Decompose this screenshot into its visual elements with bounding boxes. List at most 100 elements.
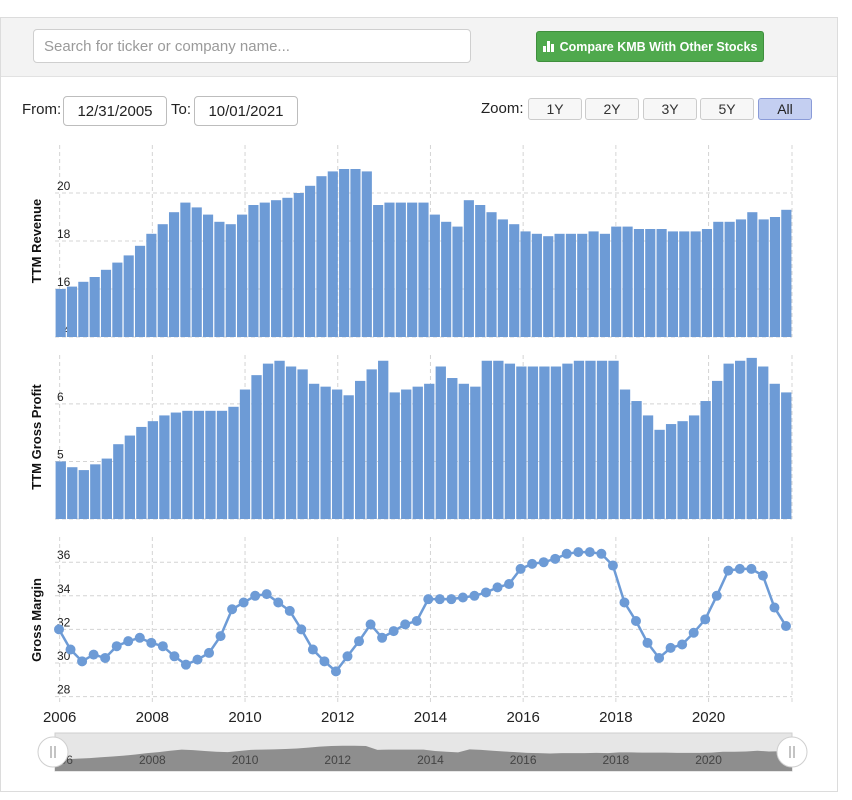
bar[interactable] xyxy=(622,226,633,337)
bar[interactable] xyxy=(700,401,711,519)
bar[interactable] xyxy=(401,389,412,519)
bar[interactable] xyxy=(331,389,343,519)
bar[interactable] xyxy=(78,470,89,519)
bar[interactable] xyxy=(458,383,469,519)
data-point[interactable] xyxy=(515,563,526,574)
bar[interactable] xyxy=(585,360,596,519)
bar[interactable] xyxy=(308,383,320,519)
zoom-all-button[interactable]: All xyxy=(758,98,812,120)
bar[interactable] xyxy=(562,363,573,519)
bar[interactable] xyxy=(89,277,100,337)
bar[interactable] xyxy=(611,226,622,337)
bar[interactable] xyxy=(248,205,259,337)
data-point[interactable] xyxy=(457,592,468,603)
bar[interactable] xyxy=(781,392,792,519)
bar[interactable] xyxy=(645,229,656,337)
bar[interactable] xyxy=(124,435,136,519)
bar[interactable] xyxy=(350,169,361,337)
data-point[interactable] xyxy=(527,558,538,569)
bar[interactable] xyxy=(573,360,585,519)
data-point[interactable] xyxy=(388,626,399,637)
bar[interactable] xyxy=(656,229,667,337)
data-point[interactable] xyxy=(261,589,272,600)
data-point[interactable] xyxy=(227,604,238,615)
bar[interactable] xyxy=(237,214,248,337)
bar[interactable] xyxy=(407,202,418,337)
data-point[interactable] xyxy=(723,565,734,576)
bar[interactable] xyxy=(239,389,251,519)
bar[interactable] xyxy=(758,219,769,337)
data-point[interactable] xyxy=(204,647,215,658)
bar[interactable] xyxy=(713,221,724,337)
data-point[interactable] xyxy=(307,644,318,655)
bar[interactable] xyxy=(608,360,619,519)
bar[interactable] xyxy=(596,360,608,519)
data-point[interactable] xyxy=(296,624,307,635)
bar[interactable] xyxy=(134,245,146,337)
data-point[interactable] xyxy=(342,651,353,662)
data-point[interactable] xyxy=(434,594,445,605)
data-point[interactable] xyxy=(169,651,180,662)
bar[interactable] xyxy=(520,231,531,337)
bar[interactable] xyxy=(297,369,308,519)
bar[interactable] xyxy=(677,421,688,519)
data-point[interactable] xyxy=(469,590,480,601)
data-point[interactable] xyxy=(561,548,572,559)
bar[interactable] xyxy=(168,212,180,337)
bar[interactable] xyxy=(447,378,458,519)
bar[interactable] xyxy=(259,202,270,337)
bar[interactable] xyxy=(509,224,520,337)
data-point[interactable] xyxy=(584,547,595,558)
bar[interactable] xyxy=(486,212,497,337)
bar[interactable] xyxy=(182,410,193,519)
data-point[interactable] xyxy=(677,639,688,650)
bar[interactable] xyxy=(452,226,463,337)
bar[interactable] xyxy=(679,231,690,337)
data-point[interactable] xyxy=(619,597,630,608)
data-point[interactable] xyxy=(88,649,99,660)
data-point[interactable] xyxy=(400,619,411,630)
bar[interactable] xyxy=(429,214,440,337)
data-point[interactable] xyxy=(146,637,157,648)
bar[interactable] xyxy=(316,176,327,337)
bar[interactable] xyxy=(136,426,147,519)
data-point[interactable] xyxy=(734,563,745,574)
bar[interactable] xyxy=(470,386,481,519)
bar[interactable] xyxy=(701,229,713,337)
bar[interactable] xyxy=(642,415,654,519)
data-point[interactable] xyxy=(607,560,618,571)
data-point[interactable] xyxy=(192,654,203,665)
navigator-left-handle[interactable] xyxy=(37,736,69,768)
data-point[interactable] xyxy=(642,637,653,648)
bar[interactable] xyxy=(293,193,304,337)
bar[interactable] xyxy=(384,202,395,337)
data-point[interactable] xyxy=(215,631,226,642)
data-point[interactable] xyxy=(411,616,422,626)
bar[interactable] xyxy=(305,185,316,337)
from-date-input[interactable]: 12/31/2005 xyxy=(63,96,167,126)
bar[interactable] xyxy=(769,217,781,337)
bar[interactable] xyxy=(746,357,757,519)
bar[interactable] xyxy=(463,200,474,337)
data-point[interactable] xyxy=(538,557,549,568)
bar[interactable] xyxy=(55,461,66,519)
zoom-5y-button[interactable]: 5Y xyxy=(700,98,754,120)
zoom-1y-button[interactable]: 1Y xyxy=(528,98,582,120)
navigator-right-handle[interactable] xyxy=(776,736,808,768)
data-point[interactable] xyxy=(446,594,457,605)
bar[interactable] xyxy=(599,233,610,337)
bar[interactable] xyxy=(424,383,435,519)
bar[interactable] xyxy=(747,212,758,337)
bar[interactable] xyxy=(228,406,239,519)
data-point[interactable] xyxy=(365,619,376,630)
data-point[interactable] xyxy=(123,636,134,647)
data-point[interactable] xyxy=(757,570,768,581)
data-point[interactable] xyxy=(77,656,88,667)
data-point[interactable] xyxy=(596,548,607,559)
data-point[interactable] xyxy=(573,547,584,558)
data-point[interactable] xyxy=(111,641,122,652)
bar[interactable] xyxy=(112,262,123,337)
bar[interactable] xyxy=(412,386,423,519)
bar[interactable] xyxy=(565,233,576,337)
bar[interactable] xyxy=(554,233,565,337)
